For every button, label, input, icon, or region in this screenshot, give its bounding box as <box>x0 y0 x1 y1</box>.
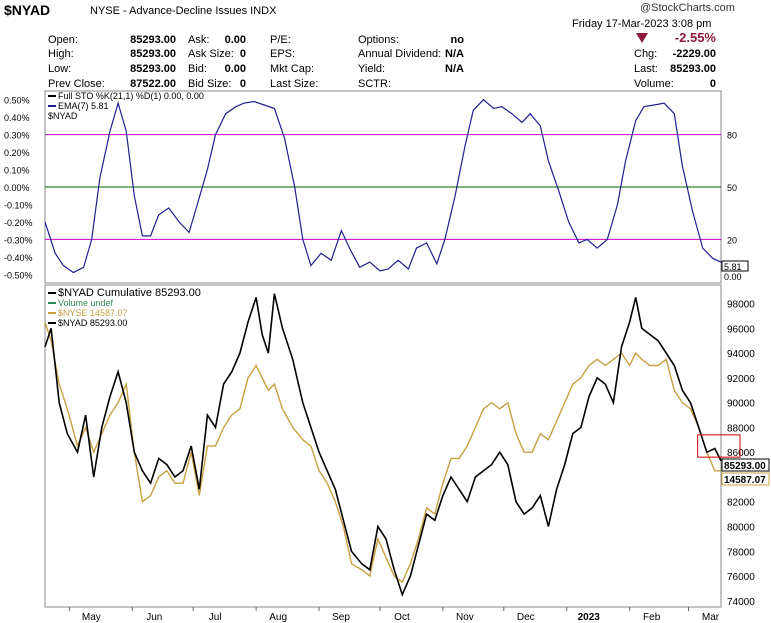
price-right-tick-label: 98000 <box>727 300 755 311</box>
quote-value: 85293.00 <box>130 63 176 75</box>
x-tick-label: Nov <box>456 612 474 623</box>
price-right-tick-label: 74000 <box>727 597 755 608</box>
change-percent: -2.55% <box>674 30 716 45</box>
price-right-tick-label: 80000 <box>727 523 755 534</box>
osc-last-value: 5.81 <box>724 262 742 272</box>
quote-label: Bid Size: <box>188 78 232 90</box>
nyse-last-value: 14587.07 <box>724 475 766 486</box>
x-tick-label: Sep <box>332 612 350 623</box>
osc-legend-item: EMA(7) 5.81 <box>58 101 109 111</box>
osc-left-tick-label: 0.40% <box>4 113 30 123</box>
x-tick-label: 2023 <box>578 612 601 623</box>
quote-label: Bid: <box>188 63 207 75</box>
quote-value: 0 <box>239 48 246 60</box>
quote-label: Options: <box>358 34 399 46</box>
osc-last-value-2: 0.00 <box>724 272 742 282</box>
quote-label: Last Size: <box>270 78 319 90</box>
x-tick-label: Mar <box>702 612 720 623</box>
osc-right-tick-label: 80 <box>727 131 737 141</box>
osc-left-tick-label: -0.10% <box>4 200 33 210</box>
price-last-value: 85293.00 <box>724 461 766 472</box>
quote-label: Prev Close: <box>48 78 105 90</box>
quote-label: Open: <box>48 34 78 46</box>
osc-right-tick-label: 20 <box>727 235 737 245</box>
quote-value: -2229.00 <box>672 48 716 60</box>
osc-left-tick-label: -0.30% <box>4 235 33 245</box>
price-legend-item: $NYSE 14587.07 <box>58 308 128 318</box>
quote-label: Low: <box>48 63 72 75</box>
price-legend-item: $NYAD 85293.00 <box>58 318 127 328</box>
osc-last-value-box <box>721 260 749 272</box>
nyad-cumulative-line <box>44 293 722 597</box>
quote-value: no <box>450 34 464 46</box>
osc-left-tick-label: 0.10% <box>4 166 30 176</box>
price-legend-item: Volume undef <box>58 298 114 308</box>
price-right-tick-label: 92000 <box>727 374 755 385</box>
osc-left-tick-label: 0.00% <box>4 183 30 193</box>
quote-label: P/E: <box>270 34 291 46</box>
x-tick-label: Feb <box>643 612 661 623</box>
price-last-value-box <box>721 458 770 472</box>
osc-legend-item: Full STO %K(21,1) %D(1) 0.00, 0.00 <box>58 91 204 101</box>
nyse-last-value-box <box>721 472 770 486</box>
quote-label: SCTR: <box>358 78 391 90</box>
quote-value: 0 <box>239 78 246 90</box>
osc-left-tick-label: -0.20% <box>4 218 33 228</box>
quote-label: Yield: <box>358 63 386 75</box>
datetime-label: Friday 17-Mar-2023 3:08 pm <box>572 18 712 30</box>
quote-label: Volume: <box>634 78 674 90</box>
osc-left-tick-label: -0.50% <box>4 270 33 280</box>
x-tick-label: Oct <box>394 612 410 623</box>
osc-right-tick-label: 50 <box>727 183 737 193</box>
price-right-tick-label: 88000 <box>727 423 755 434</box>
price-right-tick-label: 76000 <box>727 572 755 583</box>
price-right-tick-label: 90000 <box>727 399 755 410</box>
quote-label: High: <box>48 48 74 60</box>
quote-value: 85293.00 <box>670 63 716 75</box>
osc-legend-item: $NYAD <box>48 111 78 121</box>
x-tick-label: Dec <box>517 612 535 623</box>
osc-left-tick-label: 0.30% <box>4 131 30 141</box>
quote-label: Ask Size: <box>188 48 234 60</box>
osc-left-tick-label: 0.50% <box>4 96 30 106</box>
quote-label: Ask: <box>188 34 210 46</box>
quote-value: 0.00 <box>224 63 246 75</box>
x-tick-label: May <box>82 612 101 623</box>
price-right-tick-label: 82000 <box>727 498 755 509</box>
x-tick-label: Jun <box>146 612 162 623</box>
stockcharts-logo: @StockCharts.com <box>640 2 735 14</box>
osc-left-tick-label: -0.40% <box>4 253 33 263</box>
quote-value: 85293.00 <box>130 48 176 60</box>
highlight-box <box>697 434 741 458</box>
price-frame <box>44 284 722 608</box>
quote-value: 0 <box>709 78 716 90</box>
price-right-tick-label: 78000 <box>727 547 755 558</box>
price-legend-item: $NYAD Cumulative 85293.00 <box>58 287 201 299</box>
quote-value: N/A <box>445 48 464 60</box>
price-right-tick-label: 94000 <box>727 349 755 360</box>
quote-label: EPS: <box>270 48 296 60</box>
ema-line <box>44 98 722 274</box>
nyse-price-line <box>44 321 721 584</box>
osc-left-tick-label: 0.20% <box>4 148 30 158</box>
down-triangle-icon <box>636 33 648 43</box>
quote-label: Mkt Cap: <box>270 63 315 75</box>
x-tick-label: Jul <box>209 612 222 623</box>
price-right-tick-label: 86000 <box>727 448 755 459</box>
quote-value: 0.00 <box>224 34 246 46</box>
x-tick-label: Aug <box>269 612 287 623</box>
quote-value: 85293.00 <box>130 34 176 46</box>
quote-label: Annual Dividend: <box>358 48 442 60</box>
symbol-title: $NYAD <box>4 2 51 18</box>
quote-label: Last: <box>634 63 658 75</box>
quote-value: N/A <box>445 63 464 75</box>
quote-value: 87522.00 <box>130 78 176 90</box>
price-right-tick-label: 96000 <box>727 324 755 335</box>
exchange-line: NYSE - Advance-Decline Issues INDX <box>90 5 277 17</box>
quote-label: Chg: <box>634 48 658 60</box>
